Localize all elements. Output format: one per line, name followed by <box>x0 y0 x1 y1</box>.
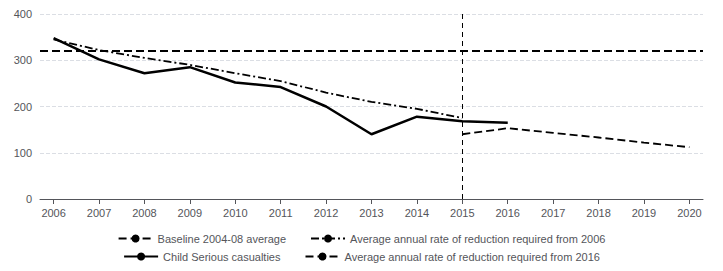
svg-text:2011: 2011 <box>269 207 293 219</box>
svg-text:Average annual rate of reducti: Average annual rate of reduction require… <box>344 251 599 263</box>
svg-text:400: 400 <box>14 8 32 20</box>
svg-text:2017: 2017 <box>541 207 565 219</box>
svg-text:0: 0 <box>26 193 32 205</box>
svg-text:2019: 2019 <box>632 207 656 219</box>
svg-text:2010: 2010 <box>223 207 247 219</box>
svg-text:2018: 2018 <box>586 207 610 219</box>
svg-text:300: 300 <box>14 54 32 66</box>
svg-text:2006: 2006 <box>41 207 65 219</box>
svg-text:Child Serious casualties: Child Serious casualties <box>163 251 281 263</box>
svg-text:2015: 2015 <box>450 207 474 219</box>
svg-text:2007: 2007 <box>87 207 111 219</box>
svg-text:100: 100 <box>14 147 32 159</box>
svg-text:2012: 2012 <box>314 207 338 219</box>
svg-text:2008: 2008 <box>132 207 156 219</box>
svg-text:2014: 2014 <box>405 207 429 219</box>
svg-text:Average annual rate of reducti: Average annual rate of reduction require… <box>350 233 605 245</box>
svg-text:2009: 2009 <box>178 207 202 219</box>
svg-text:2013: 2013 <box>359 207 383 219</box>
svg-text:2016: 2016 <box>495 207 519 219</box>
svg-text:Baseline 2004-08 average: Baseline 2004-08 average <box>158 233 286 245</box>
svg-text:2020: 2020 <box>677 207 701 219</box>
svg-text:200: 200 <box>14 101 32 113</box>
